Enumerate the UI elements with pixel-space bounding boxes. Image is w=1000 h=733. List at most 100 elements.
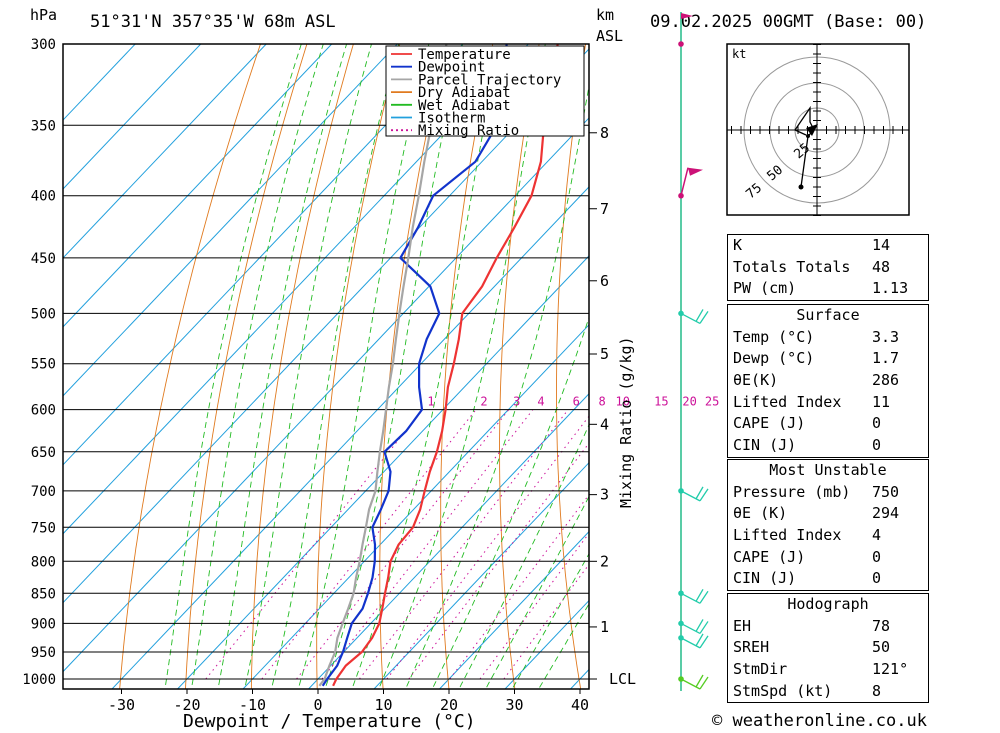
surface-temp-value: 3.3	[872, 327, 900, 346]
mixing-ratio-label: 25	[705, 395, 719, 409]
isotherm-line	[63, 44, 202, 190]
surface-dewp-value: 1.7	[872, 349, 900, 368]
wind-barb-flag	[688, 167, 703, 176]
eh-value: 78	[872, 616, 891, 635]
surface-theta-row: θE(K) 286	[728, 370, 928, 392]
mixing-ratio-label: 3	[513, 395, 520, 409]
km-tick-label: 8	[600, 124, 609, 142]
legend-box	[385, 45, 585, 137]
stmspd-value: 8	[872, 681, 882, 700]
km-tick-label: 2	[600, 552, 609, 570]
pressure-tick-label: 700	[31, 484, 56, 500]
mixing-ratio-labels: 1 2 3 4 6 8 10 15 20 25	[427, 395, 719, 409]
mixing-ratio-axis-title: Mixing Ratio (g/kg)	[617, 336, 635, 508]
legend-label: Isotherm	[418, 111, 485, 127]
sreh-row: SREH 50	[728, 637, 928, 659]
wind-barb-feather	[695, 309, 704, 322]
wind-barb-feather	[699, 590, 709, 604]
eh-label: EH	[733, 616, 752, 635]
mu-cin-value: 0	[872, 569, 882, 588]
pw-row: PW (cm) 1.13	[728, 278, 928, 300]
copyright-footer[interactable]: © weatheronline.co.uk	[712, 711, 927, 731]
temperature-tick-label: -10	[239, 696, 266, 714]
mu-cape-value: 0	[872, 547, 882, 566]
temperature-tick-label: 20	[440, 696, 458, 714]
temperature-tick-label: 0	[313, 696, 322, 714]
isotherm-line	[176, 255, 589, 689]
pressure-tick-label: 1000	[22, 672, 56, 688]
wind-barb-feather	[695, 588, 704, 602]
wet-adiabat-line	[164, 44, 302, 689]
totals-totals-row: Totals Totals 48	[728, 257, 928, 279]
wind-barb-flag	[681, 13, 693, 19]
wet-adiabat-line	[404, 83, 589, 689]
isotherm-line	[63, 117, 589, 673]
pressure-tick-label: 500	[31, 306, 56, 322]
surface-li-row: Lifted Index 11	[728, 392, 928, 414]
surface-cin-row: CIN (J) 0	[728, 435, 928, 457]
temperature-profile	[332, 44, 559, 687]
hodograph-point	[806, 134, 810, 138]
pressure-tick-label: 600	[31, 403, 56, 419]
k-index-row: K 14	[728, 235, 928, 257]
mixing-ratio-line	[296, 409, 510, 680]
pressure-tick-labels: 300 350 400 450 500 550 600 650 700 750 800 850 900 9…	[22, 37, 56, 688]
mu-li-value: 4	[872, 526, 882, 545]
dry-adiabat-line	[119, 44, 261, 689]
mu-pressure-value: 750	[872, 482, 900, 501]
surface-dewp-row: Dewp (°C) 1.7	[728, 348, 928, 370]
most-unstable-table: Most Unstable Pressure (mb) 750 θE (K) 294…	[727, 459, 929, 592]
stmspd-label: StmSpd (kt)	[733, 681, 833, 700]
km-tick-label: 7	[600, 200, 609, 218]
mu-theta-row: θE (K) 294	[728, 503, 928, 525]
mu-theta-label: θE (K)	[733, 504, 788, 523]
hodograph-table: Hodograph EH 78 SREH 50 StmDir 121° StmSpd …	[727, 593, 929, 704]
wet-adiabat-line	[270, 44, 400, 689]
temperature-tick-labels: -30 -20 -10 0 10 20 30 40	[108, 689, 589, 714]
mixing-ratio-label: 2	[480, 395, 487, 409]
km-tick-label: LCL	[609, 670, 636, 688]
pressure-tick-label: 850	[31, 586, 56, 602]
surface-theta-value: 286	[872, 371, 900, 390]
wet-adiabat-line	[351, 44, 502, 689]
legend-label: Parcel Trajectory	[418, 72, 561, 88]
wind-barb-feather	[695, 674, 704, 688]
pw-label: PW (cm)	[733, 279, 797, 298]
wind-barb-shaft	[680, 312, 701, 324]
hodograph-unit-label: kt	[732, 47, 746, 61]
isotherm-line	[307, 393, 589, 689]
pressure-tick-label: 450	[31, 251, 56, 267]
hodograph-storm-motion-marker	[806, 124, 818, 136]
pressure-tick-label: 300	[31, 37, 56, 53]
km-tick-label: 1	[600, 618, 609, 636]
pressure-tick-label: 750	[31, 520, 56, 536]
wind-barb-feather	[695, 619, 704, 632]
stmdir-value: 121°	[872, 660, 909, 679]
mixing-ratio-label: 4	[537, 395, 544, 409]
isotherm-line	[63, 44, 333, 328]
mixing-ratio-label: 15	[654, 395, 668, 409]
wet-adiabat-line	[378, 44, 546, 689]
km-tick-label: 6	[600, 272, 609, 290]
surface-dewp-label: Dewp (°C)	[733, 349, 815, 368]
mixing-ratio-line	[503, 563, 589, 680]
km-tick-label: 5	[600, 345, 609, 363]
km-tick-label: 3	[600, 486, 609, 504]
k-index-value: 14	[872, 236, 891, 254]
k-index-label: K	[733, 236, 743, 254]
wind-barb-shaft	[680, 167, 689, 196]
km-tick-labels: 8 7 6 5 4 3 2 1 LCL	[589, 124, 636, 688]
sreh-value: 50	[872, 638, 891, 657]
mixing-ratio-line	[449, 493, 589, 680]
parcel-trajectory-profile	[318, 44, 448, 687]
mixing-ratio-line	[479, 532, 589, 680]
hodograph: kt 25 50 75	[726, 43, 910, 216]
mu-cape-row: CAPE (J) 0	[728, 547, 928, 569]
mu-cin-label: CIN (J)	[733, 569, 797, 588]
plot-frame	[62, 43, 590, 690]
mixing-ratio-line	[321, 409, 534, 680]
surface-cape-row: CAPE (J) 0	[728, 413, 928, 435]
wind-barb-feather	[695, 486, 704, 500]
dry-adiabat-line	[316, 44, 401, 689]
